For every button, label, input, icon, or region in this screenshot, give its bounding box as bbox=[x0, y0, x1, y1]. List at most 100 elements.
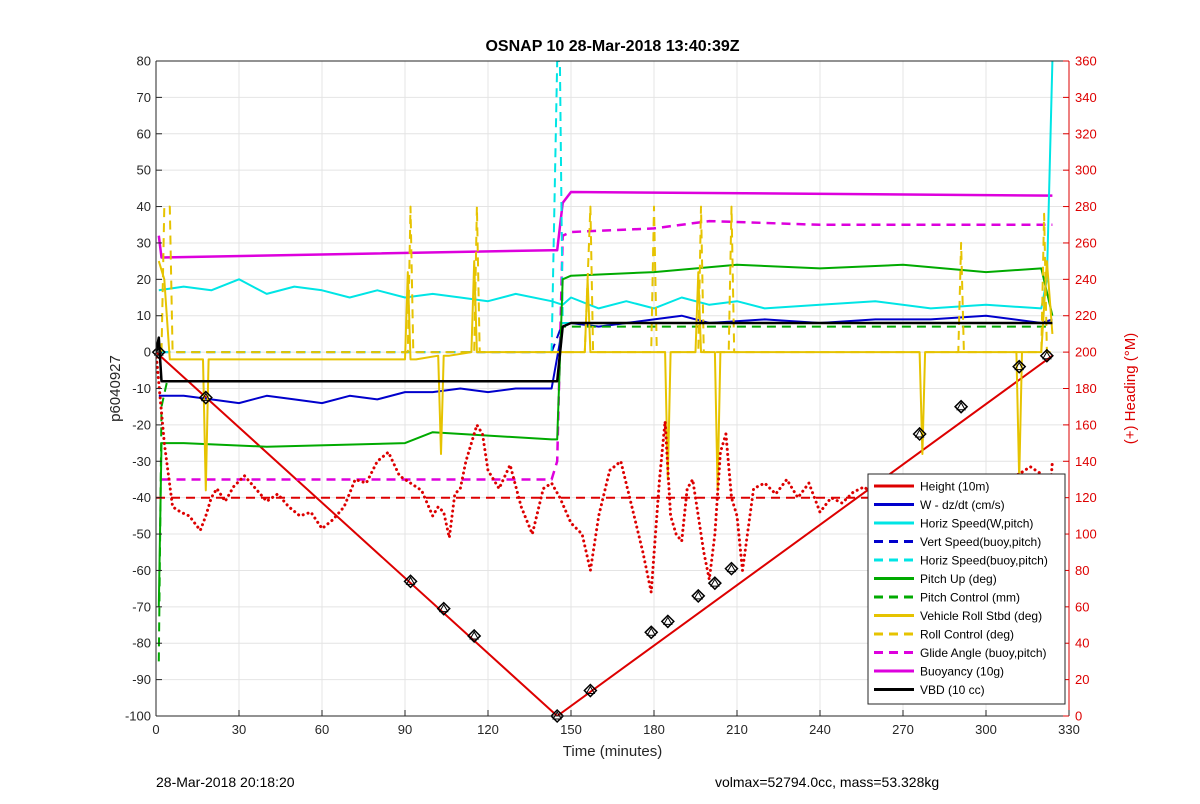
series-line-11 bbox=[156, 350, 1054, 594]
height-marker bbox=[644, 625, 659, 640]
height-marker-triangle bbox=[914, 428, 925, 438]
y-tick-label-left: -40 bbox=[132, 490, 151, 505]
y-tick-label-left: -30 bbox=[132, 454, 151, 469]
height-marker-triangle bbox=[662, 616, 673, 625]
legend-label: VBD (10 cc) bbox=[920, 683, 985, 697]
y-tick-label-left: -70 bbox=[132, 599, 151, 614]
y-tick-label-right: 220 bbox=[1075, 308, 1097, 323]
y-tick-label-right: 340 bbox=[1075, 90, 1097, 105]
x-tick-label: 210 bbox=[726, 722, 748, 737]
legend-label: Vehicle Roll Stbd (deg) bbox=[920, 609, 1042, 623]
y-tick-label-right: 120 bbox=[1075, 490, 1097, 505]
y-tick-label-right: 0 bbox=[1075, 709, 1082, 724]
legend-label: Pitch Control (mm) bbox=[920, 591, 1020, 605]
y-tick-label-right: 160 bbox=[1075, 417, 1097, 432]
legend-label: Height (10m) bbox=[920, 480, 989, 494]
x-axis-label: Time (minutes) bbox=[563, 743, 662, 760]
height-marker-triangle bbox=[646, 627, 657, 636]
legend-label: Horiz Speed(buoy,pitch) bbox=[920, 554, 1048, 568]
x-tick-label: 120 bbox=[477, 722, 499, 737]
legend-label: Vert Speed(buoy,pitch) bbox=[920, 535, 1041, 549]
height-marker bbox=[467, 628, 482, 644]
height-marker bbox=[912, 426, 927, 442]
height-marker bbox=[198, 390, 213, 405]
height-marker bbox=[954, 399, 969, 414]
legend-box bbox=[867, 473, 1066, 705]
height-marker-triangle bbox=[1042, 350, 1052, 360]
height-marker bbox=[403, 574, 418, 589]
series-line-9 bbox=[157, 260, 1054, 492]
y-tick-label-right: 200 bbox=[1075, 345, 1097, 360]
series-line-13 bbox=[156, 321, 1053, 383]
y-tick-label-left: 20 bbox=[137, 272, 151, 287]
y-tick-label-right: 360 bbox=[1075, 54, 1097, 69]
y-tick-label-right: 20 bbox=[1075, 672, 1089, 687]
height-marker bbox=[691, 588, 706, 603]
y-tick-label-right: 300 bbox=[1075, 163, 1097, 178]
height-marker-triangle bbox=[200, 392, 211, 402]
y-axis-label-right: (+) Heading (°M) bbox=[1122, 333, 1139, 444]
y-tick-label-right: 280 bbox=[1075, 199, 1097, 214]
x-tick-label: 90 bbox=[398, 722, 412, 737]
x-tick-label: 60 bbox=[315, 722, 329, 737]
height-marker-triangle bbox=[726, 563, 737, 573]
height-marker-triangle bbox=[956, 401, 966, 411]
y-tick-label-right: 320 bbox=[1075, 126, 1097, 141]
y-tick-label-left: -80 bbox=[132, 636, 151, 651]
y-tick-label-left: -10 bbox=[132, 381, 151, 396]
height-marker bbox=[1012, 359, 1027, 374]
x-tick-label: 240 bbox=[809, 722, 831, 737]
series-line-1 bbox=[157, 190, 1053, 259]
y-tick-label-right: 100 bbox=[1075, 527, 1097, 542]
y-axis-label-left: p6040927 bbox=[107, 355, 124, 422]
x-tick-label: 330 bbox=[1058, 722, 1080, 737]
legend-label: W - dz/dt (cm/s) bbox=[920, 498, 1005, 512]
x-tick-label: 30 bbox=[232, 722, 246, 737]
height-marker-triangle bbox=[585, 685, 596, 695]
y-tick-label-right: 140 bbox=[1075, 454, 1097, 469]
y-tick-label-left: 30 bbox=[137, 235, 151, 250]
legend-label: Roll Control (deg) bbox=[920, 628, 1014, 642]
height-marker-triangle bbox=[469, 630, 480, 640]
height-marker-triangle bbox=[710, 578, 720, 587]
x-tick-label: 0 bbox=[152, 722, 159, 737]
height-marker bbox=[436, 601, 451, 616]
footer-volmax-mass: volmax=52794.0cc, mass=53.328kg bbox=[715, 774, 940, 790]
x-tick-label: 150 bbox=[560, 722, 582, 737]
y-tick-label-right: 180 bbox=[1075, 381, 1097, 396]
y-tick-label-left: -90 bbox=[132, 672, 151, 687]
footer-timestamp: 28-Mar-2018 20:18:20 bbox=[156, 774, 295, 790]
series-line-10 bbox=[160, 205, 1053, 354]
y-tick-label-left: -20 bbox=[132, 417, 151, 432]
y-tick-label-left: 50 bbox=[137, 163, 151, 178]
height-marker-triangle bbox=[693, 590, 704, 600]
y-tick-label-left: 0 bbox=[144, 345, 151, 360]
y-tick-label-left: 80 bbox=[137, 54, 151, 69]
series-line-2 bbox=[161, 219, 1053, 481]
x-tick-label: 300 bbox=[975, 722, 997, 737]
y-tick-label-left: 40 bbox=[137, 199, 151, 214]
y-tick-label-left: 60 bbox=[137, 126, 151, 141]
legend-label: Glide Angle (buoy,pitch) bbox=[920, 646, 1047, 660]
height-marker-triangle bbox=[405, 576, 416, 585]
height-marker bbox=[707, 576, 722, 591]
y-tick-label-right: 80 bbox=[1075, 563, 1089, 578]
x-tick-label: 270 bbox=[892, 722, 914, 737]
series-line-7 bbox=[157, 263, 1054, 607]
height-marker bbox=[1039, 348, 1054, 363]
y-tick-label-left: -50 bbox=[132, 527, 151, 542]
legend-label: Buoyancy (10g) bbox=[920, 665, 1004, 679]
y-tick-label-right: 60 bbox=[1075, 599, 1089, 614]
chart-title: OSNAP 10 28-Mar-2018 13:40:39Z bbox=[485, 38, 739, 55]
height-marker bbox=[724, 561, 739, 576]
y-tick-label-right: 40 bbox=[1075, 636, 1089, 651]
y-tick-label-left: 70 bbox=[137, 90, 151, 105]
legend-label: Horiz Speed(W,pitch) bbox=[920, 517, 1033, 531]
legend-label: Pitch Up (deg) bbox=[920, 572, 997, 586]
height-marker-triangle bbox=[1014, 361, 1025, 371]
height-marker bbox=[151, 345, 166, 360]
y-tick-label-right: 260 bbox=[1075, 235, 1097, 250]
height-marker bbox=[660, 614, 675, 629]
y-tick-label-left: -100 bbox=[125, 709, 151, 724]
